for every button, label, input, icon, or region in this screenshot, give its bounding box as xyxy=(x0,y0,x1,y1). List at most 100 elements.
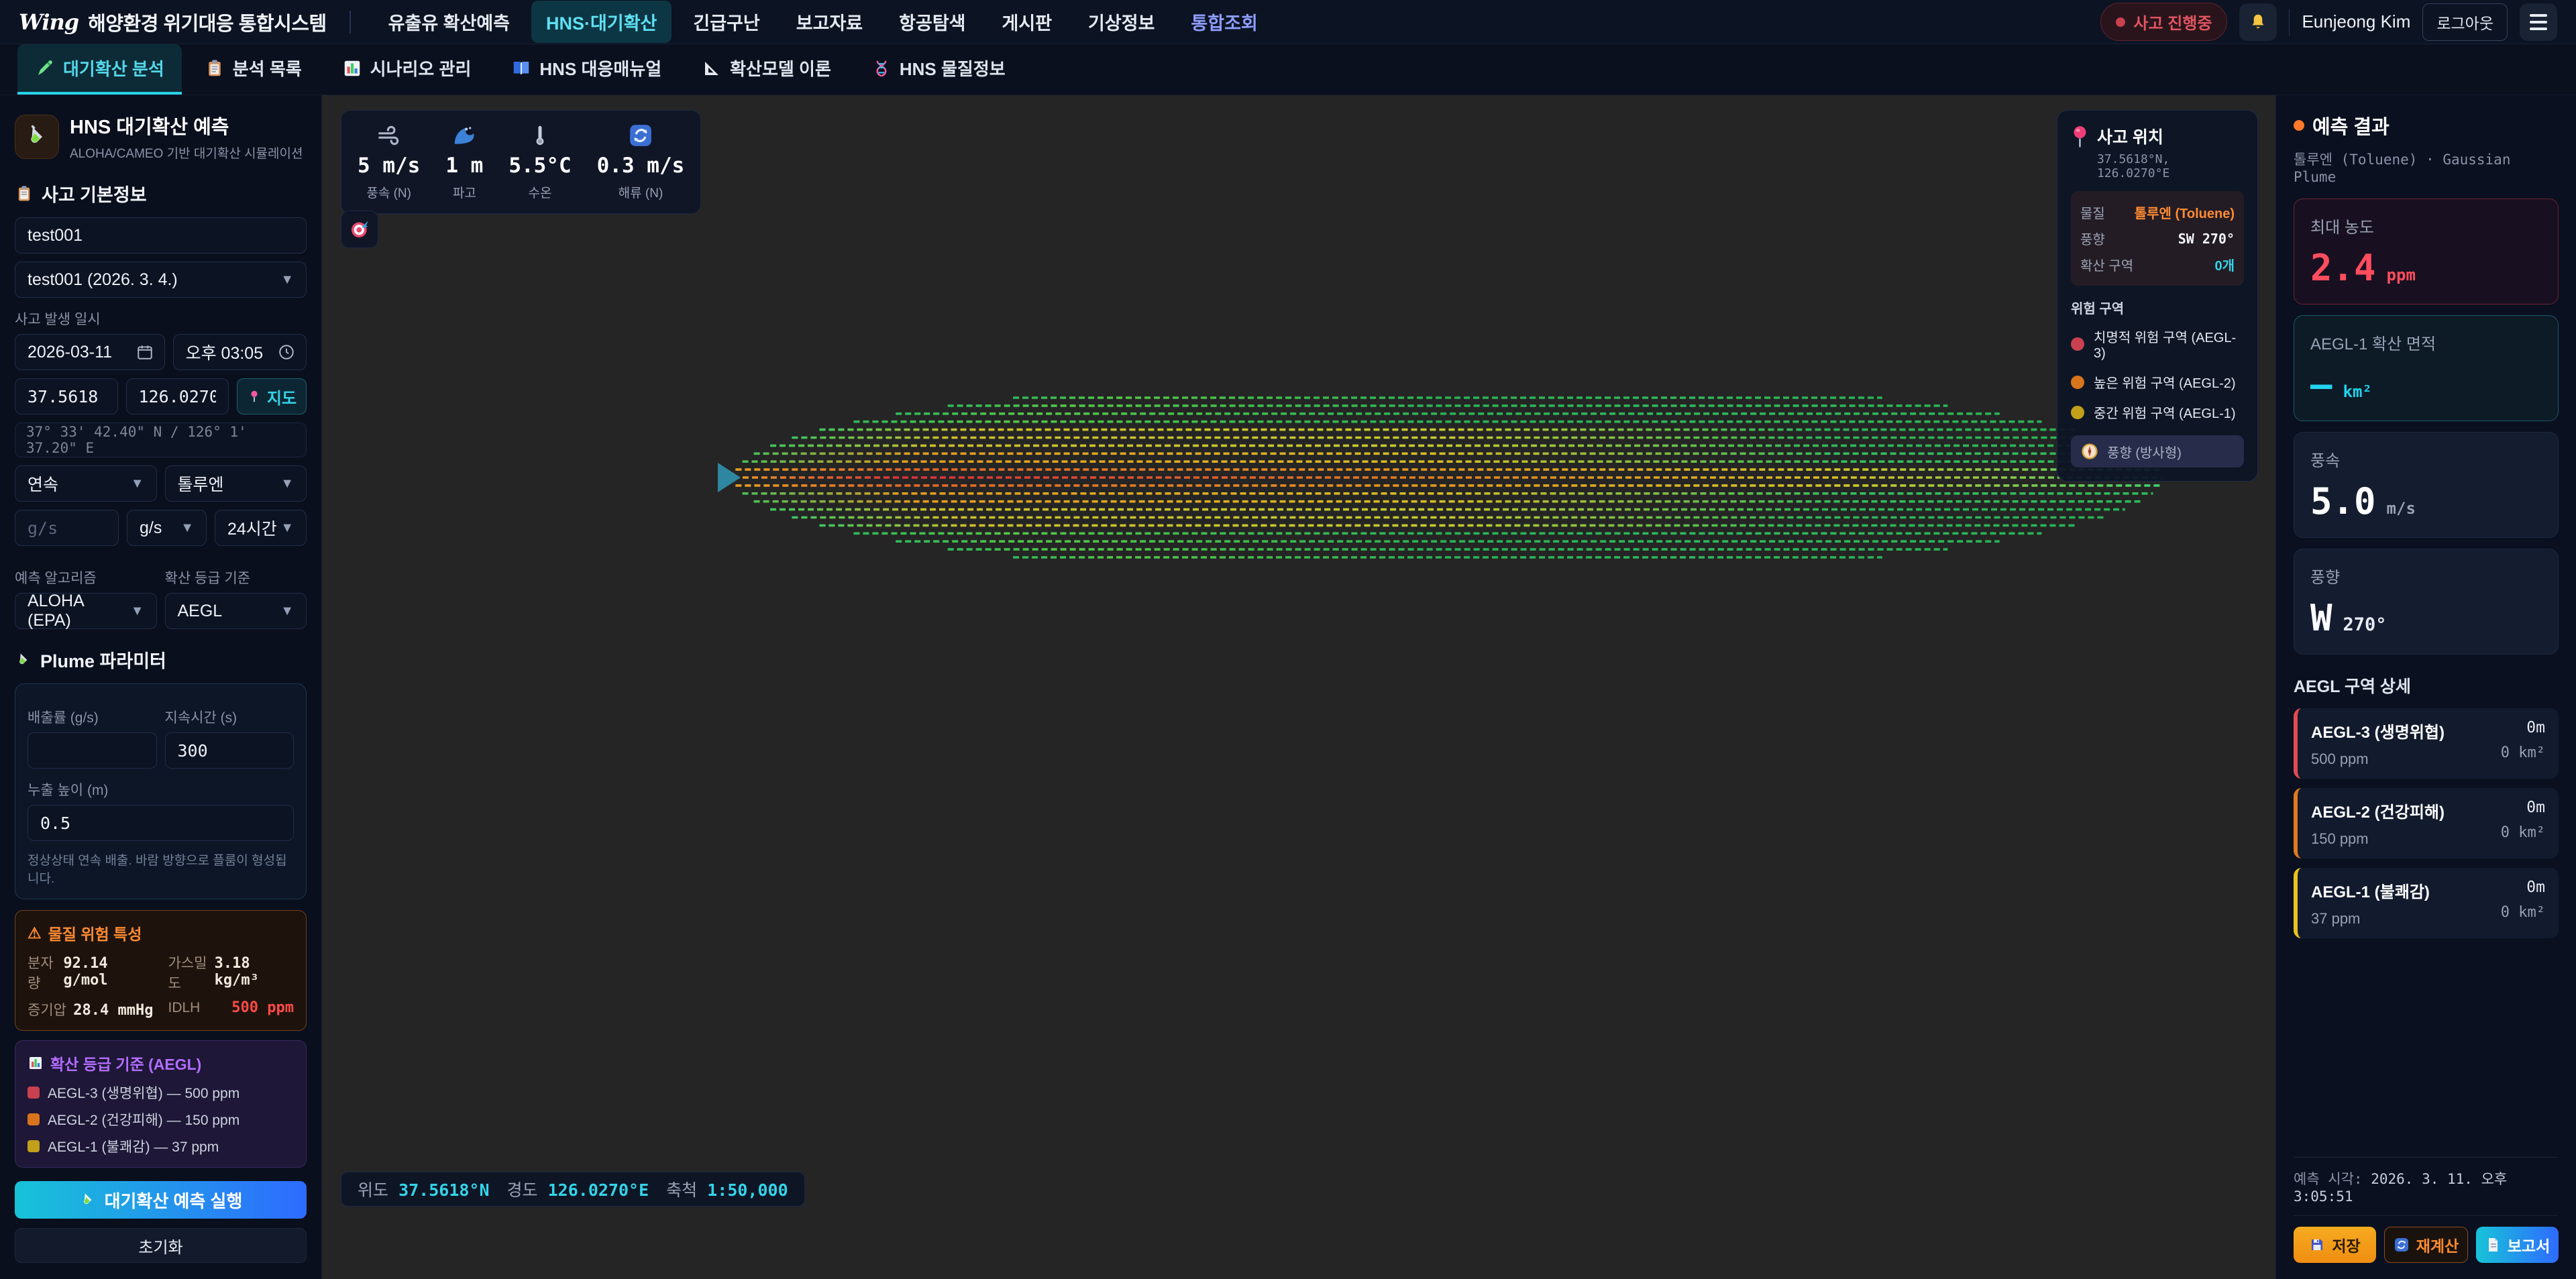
recenter-target-button[interactable] xyxy=(341,211,378,248)
hazard-row: 증기압 28.4 mmHg xyxy=(28,1002,154,1019)
aegl-legend-item: AEGL-1 (불쾌감) — 37 ppm xyxy=(28,1136,294,1156)
menu-air-search[interactable]: 항공탐색 xyxy=(899,13,966,34)
incident-date-input[interactable]: 2026-03-11 xyxy=(15,334,165,370)
wind-radial-toggle-button[interactable]: 풍향 (방사형) xyxy=(2071,435,2244,467)
save-button[interactable]: 저장 xyxy=(2294,1227,2376,1263)
hazard-panel-title: ⚠ 물질 위험 특성 xyxy=(28,924,142,944)
map-canvas[interactable]: 5 m/s 풍속 (N) 1 m 파고 5.5°C 수온 xyxy=(322,95,2275,1279)
menu-reports[interactable]: 보고자료 xyxy=(796,13,863,34)
tab-analysis-list[interactable]: 분석 목록 xyxy=(187,44,319,95)
algorithm-select[interactable]: ALOHA (EPA) ▼ xyxy=(15,592,157,630)
clipboard-icon xyxy=(18,185,30,201)
tab-dispersion-analysis[interactable]: 대기확산 분석 xyxy=(17,44,182,95)
datetime-label: 사고 발생 일시 xyxy=(15,312,101,327)
plume-rate-input[interactable] xyxy=(28,732,157,769)
risk-zone-item: 높은 위험 구역 (AEGL-2) xyxy=(2071,367,2244,397)
tab-scenario-management[interactable]: 시나리오 관리 xyxy=(325,44,489,95)
incident-name-input[interactable] xyxy=(15,217,307,254)
release-type-select[interactable]: 연속 ▼ xyxy=(15,465,157,502)
hamburger-menu-button[interactable] xyxy=(2520,3,2557,41)
substance-select[interactable]: 톨루엔 ▼ xyxy=(164,465,307,502)
algorithm-label: 예측 알고리즘 xyxy=(15,571,97,586)
status-scale: 1:50,000 xyxy=(707,1180,788,1200)
aegl-detail-title: AEGL 구역 상세 xyxy=(2294,677,2411,696)
dna-icon xyxy=(876,60,887,76)
menu-emergency[interactable]: 긴급구난 xyxy=(693,13,760,34)
test-tube-icon xyxy=(19,653,28,664)
status-badge-label: 사고 진행중 xyxy=(2133,15,2212,33)
tab-label: HNS 대응매뉴얼 xyxy=(539,59,662,79)
divider xyxy=(2294,1215,2559,1216)
plume-duration-input[interactable] xyxy=(164,732,294,769)
map-status-bar: 위도 37.5618°N 경도 126.0270°E 축척 1:50,000 xyxy=(341,1172,805,1207)
tab-label: 확산모델 이론 xyxy=(730,59,831,79)
report-button[interactable]: 보고서 xyxy=(2476,1227,2559,1263)
grade-standard-select[interactable]: AEGL ▼ xyxy=(164,593,307,629)
document-icon xyxy=(2488,1238,2498,1252)
sidebar-subtitle: ALOHA/CAMEO 기반 대기확산 시뮬레이션 xyxy=(70,147,303,161)
weather-summary-panel: 5 m/s 풍속 (N) 1 m 파고 5.5°C 수온 xyxy=(341,110,702,214)
sub-tabbar: 대기확산 분석 분석 목록 시나리오 관리 HNS 대응매뉴얼 xyxy=(0,44,2576,95)
aegl1-zone-dot xyxy=(2071,405,2084,419)
clipboard-icon xyxy=(209,60,221,76)
logout-button[interactable]: 로그아웃 xyxy=(2422,3,2508,41)
aegl2-detail-card: AEGL-2 (건강피해) 150 ppm 0m 0 km² xyxy=(2294,788,2559,858)
chevron-down-icon: ▼ xyxy=(280,272,294,287)
pushpin-icon xyxy=(2074,126,2086,148)
chevron-down-icon: ▼ xyxy=(130,476,144,491)
weather-item: 5 m/s 풍속 (N) xyxy=(358,123,420,201)
notification-bell-button[interactable] xyxy=(2239,3,2277,41)
bar-chart-icon xyxy=(30,1057,42,1069)
tab-model-theory[interactable]: 확산모델 이론 xyxy=(684,44,849,95)
menu-oil-spill[interactable]: 유출유 확산예측 xyxy=(388,13,511,34)
menu-weather[interactable]: 기상정보 xyxy=(1088,13,1155,34)
reset-button[interactable]: 초기화 xyxy=(15,1228,307,1263)
status-lat: 37.5618°N xyxy=(398,1180,490,1200)
rate-unit-select[interactable]: g/s ▼ xyxy=(127,510,207,546)
current-icon xyxy=(630,125,651,146)
status-dot-icon xyxy=(2116,17,2126,27)
thermometer-icon xyxy=(536,125,544,146)
info-row: 확산 구역 0개 xyxy=(2080,259,2235,274)
release-rate-input[interactable] xyxy=(15,510,119,546)
hazard-row: 가스밀도 3.18 kg/m³ xyxy=(168,955,259,991)
release-height-input[interactable] xyxy=(28,805,294,841)
open-map-button[interactable]: 지도 xyxy=(237,378,307,414)
recalculate-button[interactable]: 재계산 xyxy=(2384,1227,2468,1263)
divider xyxy=(2294,1157,2559,1158)
dms-coordinates: 37° 33' 42.40" N / 126° 1' 37.20" E xyxy=(15,423,307,457)
run-prediction-button[interactable]: 대기확산 예측 실행 xyxy=(15,1181,307,1219)
latitude-input[interactable] xyxy=(15,378,118,414)
results-footer: 예측 시각: 2026. 3. 11. 오후 3:05:51 저장 xyxy=(2294,1146,2559,1263)
tab-hns-substance-info[interactable]: HNS 물질정보 xyxy=(854,44,1023,95)
wave-icon xyxy=(455,127,474,144)
incident-coords: 37.5618°N, 126.0270°E xyxy=(2096,152,2170,180)
aegl3-zone-dot xyxy=(2071,337,2084,351)
results-subtitle: 톨루엔 (Toluene) · Gaussian Plume xyxy=(2294,152,2511,185)
grade-standard-label: 확산 등급 기준 xyxy=(164,571,251,586)
incident-select[interactable]: test001 (2026. 3. 4.) ▼ xyxy=(15,262,307,298)
plume-source-marker xyxy=(718,463,741,492)
wind-speed-card: 풍속 5.0 m/s xyxy=(2294,432,2559,538)
wind-icon xyxy=(378,125,398,146)
longitude-input[interactable] xyxy=(125,378,229,414)
tab-label: 분석 목록 xyxy=(232,59,302,79)
aegl-legend-item: AEGL-2 (건강피해) — 150 ppm xyxy=(28,1109,294,1129)
aegl-standard-panel: 확산 등급 기준 (AEGL) AEGL-3 (생명위협) — 500 ppm … xyxy=(15,1040,307,1168)
duration-window-select[interactable]: 24시간 ▼ xyxy=(215,510,307,546)
menu-board[interactable]: 게시판 xyxy=(1002,13,1053,34)
nav-divider xyxy=(349,10,351,34)
compass-icon xyxy=(2082,443,2098,459)
prediction-results-panel: 예측 결과 톨루엔 (Toluene) · Gaussian Plume 최대 … xyxy=(2275,95,2576,1279)
tab-hns-manual[interactable]: HNS 대응매뉴얼 xyxy=(494,44,679,95)
incident-location-panel: 사고 위치 37.5618°N, 126.0270°E 물질 톨루엔 (Tolu… xyxy=(2057,110,2258,482)
triangle-ruler-icon xyxy=(705,61,719,75)
aegl1-area-card: AEGL-1 확산 면적 — km² xyxy=(2294,315,2559,421)
menu-integrated-search[interactable]: 통합조회 xyxy=(1191,13,1258,34)
menu-hns-dispersion[interactable]: HNS·대기확산 xyxy=(531,1,672,43)
chevron-down-icon: ▼ xyxy=(280,476,294,491)
incident-time-input[interactable]: 오후 03:05 xyxy=(172,334,307,370)
clock-icon xyxy=(279,345,294,359)
results-title: 예측 결과 xyxy=(2294,111,2559,140)
bar-chart-icon xyxy=(344,60,360,76)
